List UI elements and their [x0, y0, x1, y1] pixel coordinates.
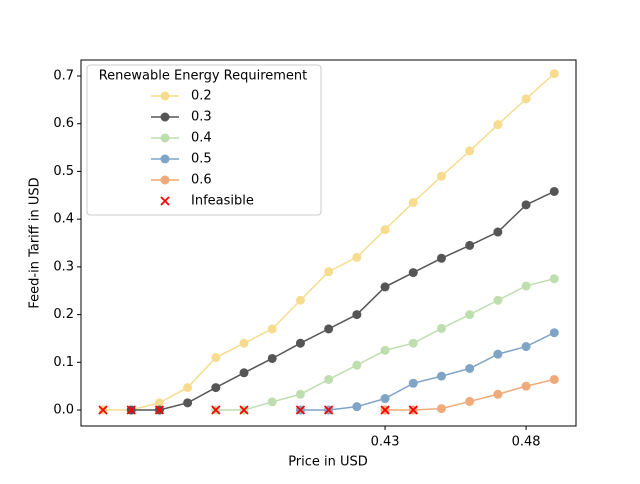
point	[408, 268, 418, 278]
point	[239, 368, 249, 378]
y-tick-label: 0.3	[53, 259, 74, 274]
point	[436, 371, 446, 381]
point	[549, 374, 559, 384]
plot-frame	[80, 59, 577, 427]
point	[352, 402, 362, 412]
point	[493, 227, 503, 237]
infeasible-marker	[126, 405, 136, 415]
y-tick-label: 0.0	[53, 403, 74, 418]
infeasible-marker	[154, 405, 165, 415]
point	[267, 353, 277, 363]
point	[154, 398, 164, 408]
y-tick-label: 0.6	[53, 116, 74, 131]
point	[408, 378, 418, 388]
point	[267, 397, 277, 407]
point	[549, 69, 559, 79]
legend-label: 0.6	[191, 173, 212, 188]
legend-title: Renewable Energy Requirement	[99, 69, 308, 84]
legend-marker	[160, 112, 170, 122]
point	[295, 338, 305, 348]
infeasible-marker	[324, 405, 334, 415]
point	[549, 328, 559, 338]
legend-marker	[160, 175, 170, 185]
point	[352, 310, 362, 320]
point	[521, 342, 531, 352]
point	[295, 389, 305, 399]
point	[239, 338, 249, 348]
series-line	[215, 278, 555, 411]
point	[549, 186, 559, 196]
point	[436, 404, 446, 414]
legend-label: Infeasible	[191, 194, 254, 209]
point	[465, 363, 475, 373]
infeasible-marker	[380, 405, 390, 415]
point	[493, 349, 503, 359]
y-tick-label: 0.5	[53, 164, 74, 179]
infeasible-marker	[408, 405, 418, 415]
point	[324, 267, 334, 277]
y-tick-label: 0.4	[53, 212, 74, 227]
point	[267, 324, 277, 334]
point	[324, 324, 334, 334]
point	[493, 295, 503, 305]
legend-box	[86, 64, 322, 216]
infeasible-marker	[239, 405, 249, 415]
point	[521, 200, 531, 210]
point	[408, 338, 418, 348]
legend-label: 0.2	[191, 89, 212, 104]
legend-marker	[160, 154, 170, 164]
point	[465, 146, 475, 156]
point	[465, 240, 475, 250]
point	[183, 398, 193, 408]
point	[465, 396, 475, 406]
point	[352, 360, 362, 370]
point	[324, 374, 334, 384]
point	[493, 120, 503, 130]
x-axis-label: Price in USD	[288, 455, 368, 470]
point	[408, 197, 418, 207]
point	[549, 274, 559, 284]
infeasible-marker	[295, 405, 306, 415]
point	[380, 394, 390, 404]
point	[521, 281, 531, 291]
point	[436, 171, 446, 181]
infeasible-marker	[211, 405, 221, 415]
point	[380, 345, 390, 355]
point	[380, 225, 390, 235]
point	[211, 383, 221, 393]
point	[352, 252, 362, 262]
point	[521, 94, 531, 104]
legend-marker	[160, 196, 170, 206]
point	[436, 323, 446, 333]
point	[183, 383, 193, 393]
legend-marker	[160, 133, 170, 143]
point	[465, 310, 475, 320]
point	[493, 389, 503, 399]
series-line	[131, 190, 555, 411]
point	[380, 282, 390, 292]
y-tick-label: 0.1	[53, 355, 74, 370]
legend-label: 0.5	[191, 152, 212, 167]
y-tick-label: 0.2	[53, 307, 74, 322]
point	[211, 353, 221, 363]
y-axis-label: Feed-in Tariff in USD	[28, 177, 43, 308]
legend-marker	[160, 91, 170, 101]
x-tick-label: 0.43	[371, 435, 400, 450]
point	[295, 295, 305, 305]
x-tick-label: 0.48	[512, 435, 541, 450]
y-tick-label: 0.7	[53, 68, 74, 83]
legend-label: 0.4	[191, 131, 212, 146]
legend-label: 0.3	[191, 110, 212, 125]
point	[521, 381, 531, 391]
point	[436, 253, 446, 263]
infeasible-marker	[98, 405, 108, 415]
series-line	[300, 332, 555, 411]
